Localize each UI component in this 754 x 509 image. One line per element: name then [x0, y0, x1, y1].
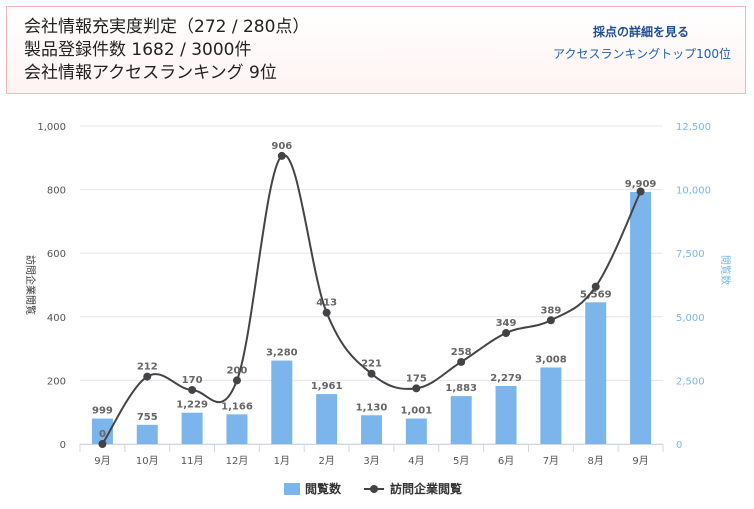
ranking-top100-link[interactable]: アクセスランキングトップ100位 — [553, 47, 731, 61]
x-tick-label: 5月 — [453, 455, 469, 467]
y-left-axis-title: 訪問企業閲覧 — [24, 255, 37, 315]
x-tick-label: 9月 — [632, 455, 648, 467]
bar-data-label: 999 — [92, 406, 113, 417]
line-point — [277, 151, 286, 160]
y-left-tick-label: 200 — [47, 376, 66, 387]
line-data-label: 0 — [99, 429, 106, 440]
line-data-label: 175 — [406, 373, 427, 384]
line-data-label: 413 — [316, 298, 337, 309]
line-point — [188, 385, 197, 394]
y-right-tick-label: 5,000 — [676, 313, 705, 324]
x-tick-label: 7月 — [543, 455, 559, 467]
x-tick-label: 12月 — [226, 455, 249, 467]
line-point — [412, 384, 421, 393]
y-right-tick-label: 7,500 — [676, 249, 705, 260]
line-data-label: 258 — [451, 347, 472, 358]
line-data-label: 389 — [540, 305, 561, 316]
line-point — [143, 372, 152, 381]
bar — [540, 367, 562, 444]
bar — [361, 415, 382, 444]
bar-data-label: 1,130 — [356, 402, 388, 413]
x-tick-label: 6月 — [498, 455, 514, 467]
score-line: 会社情報充実度判定（272 / 280点） — [24, 17, 310, 37]
line-data-label: 212 — [137, 362, 158, 373]
x-tick-label: 11月 — [181, 455, 204, 467]
bar — [450, 396, 472, 444]
y-right-axis-title: 閲覧数 — [719, 255, 732, 285]
score-detail-link[interactable]: 採点の詳細を見る — [592, 25, 689, 39]
x-tick-label: 1月 — [274, 455, 290, 467]
bar — [585, 302, 607, 444]
line-point — [502, 329, 511, 338]
y-right-tick-label: 0 — [676, 440, 682, 451]
bar-data-label: 1,166 — [221, 401, 253, 412]
x-tick-label: 3月 — [363, 455, 379, 467]
legend-bar-swatch — [284, 483, 300, 495]
bar-data-label: 2,279 — [490, 373, 522, 384]
bar-data-label: 9,909 — [625, 179, 657, 190]
bar — [405, 418, 427, 444]
x-tick-label: 4月 — [408, 455, 424, 467]
bar-data-label: 5,569 — [580, 289, 612, 300]
y-right-tick-label: 12,500 — [676, 122, 711, 133]
line-data-label: 221 — [361, 359, 382, 370]
x-tick-label: 10月 — [136, 455, 159, 467]
y-left-tick-label: 1,000 — [37, 122, 66, 133]
info-box: 会社情報充実度判定（272 / 280点） 製品登録件数 1682 / 3000… — [6, 6, 746, 94]
bar — [271, 360, 293, 444]
y-left-tick-label: 0 — [60, 440, 66, 451]
bar — [181, 412, 203, 444]
bar-data-label: 755 — [137, 412, 158, 423]
line-point — [591, 282, 600, 291]
x-tick-label: 2月 — [318, 455, 334, 467]
bar — [630, 191, 652, 444]
line-data-label: 906 — [271, 141, 292, 152]
bar-data-label: 1,001 — [401, 406, 433, 417]
bar-data-label: 1,229 — [176, 400, 208, 411]
bar — [136, 424, 158, 444]
legend-label-visits: 訪問企業閲覧 — [390, 481, 462, 496]
bar — [91, 418, 113, 444]
y-right-tick-label: 10,000 — [676, 186, 711, 197]
x-tick-label: 9月 — [94, 455, 110, 467]
line-data-label: 170 — [182, 375, 203, 386]
legend-label-views: 閲覧数 — [305, 481, 342, 496]
line-point — [636, 187, 645, 196]
y-right-tick-label: 2,500 — [676, 376, 705, 387]
line-point — [367, 369, 376, 378]
legend-line-marker — [370, 485, 378, 493]
line-point — [232, 376, 241, 385]
line-data-label: 200 — [227, 365, 248, 376]
line-point — [98, 440, 107, 448]
y-left-tick-label: 600 — [47, 249, 66, 260]
ranking-line: 会社情報アクセスランキング 9位 — [24, 63, 277, 83]
x-tick-label: 8月 — [588, 455, 604, 467]
line-data-label: 349 — [496, 318, 517, 329]
line-point — [322, 308, 331, 317]
bar-data-label: 1,961 — [311, 381, 343, 392]
y-left-tick-label: 800 — [47, 186, 66, 197]
bar — [495, 386, 517, 444]
y-left-tick-label: 400 — [47, 313, 66, 324]
bar-data-label: 1,883 — [445, 383, 477, 394]
line-point — [457, 357, 466, 366]
bar — [316, 394, 338, 444]
bar-data-label: 3,008 — [535, 354, 567, 365]
bar-data-label: 3,280 — [266, 348, 298, 359]
combo-chart: 0 200 400 600 800 1,000 0 2,500 5,000 7,500 10,000… — [24, 122, 732, 496]
bar — [226, 414, 248, 444]
line-point — [546, 316, 555, 325]
product-count-line: 製品登録件数 1682 / 3000件 — [24, 40, 252, 60]
